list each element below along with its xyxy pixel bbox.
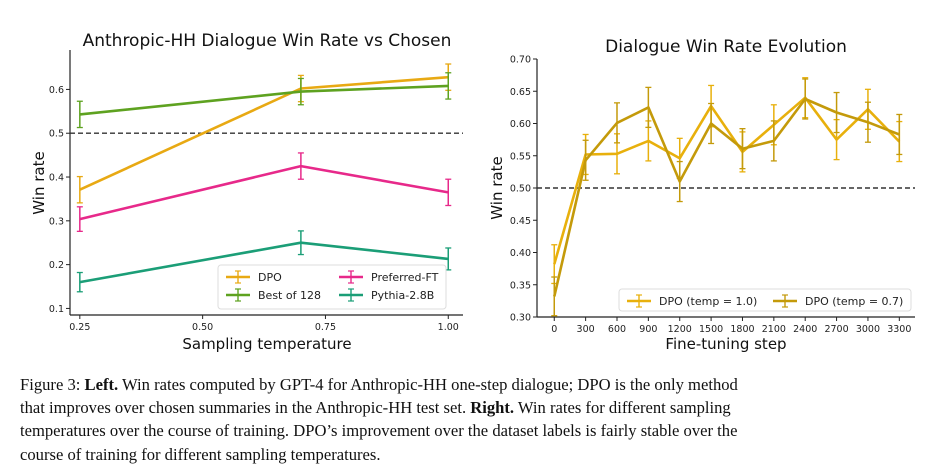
right-chart-xtick-label: 300: [577, 324, 595, 335]
legend-label: Pythia-2.8B: [371, 289, 434, 302]
right-chart-xtick-label: 2100: [762, 324, 786, 335]
left-chart-title: Anthropic-HH Dialogue Win Rate vs Chosen: [83, 31, 452, 51]
left-chart-xtick-label: 0.50: [192, 322, 213, 333]
caption-line-3: temperatures over the course of training…: [20, 421, 738, 441]
right-chart-series-dpo-temp-0-7-: [551, 78, 903, 317]
legend-item: DPO (temp = 1.0): [627, 294, 757, 308]
right-chart-ytick-label: 0.70: [510, 55, 531, 66]
legend-item: Preferred-FT: [339, 270, 439, 284]
right-chart-ytick-label: 0.45: [510, 216, 531, 227]
legend-box: [217, 264, 447, 310]
right-chart-legend: DPO (temp = 1.0) DPO (temp = 0.7): [618, 288, 912, 312]
right-chart-xtick-label: 900: [639, 324, 657, 335]
left-chart-ytick-label: 0.4: [49, 173, 64, 184]
right-chart-ylabel: Win rate: [488, 156, 506, 219]
right-chart-title: Dialogue Win Rate Evolution: [605, 37, 847, 57]
series-line: [553, 97, 900, 297]
left-chart-xtick-label: 1.00: [438, 322, 459, 333]
figure-caption: Figure 3: Left. Win rates computed by GP…: [20, 373, 935, 466]
right-chart-xlabel: Fine-tuning step: [665, 335, 786, 353]
right-chart-ytick-label: 0.40: [510, 248, 531, 259]
left-chart-series-best-of-128: [76, 72, 452, 129]
left-chart-xtick-label: 0.25: [69, 322, 90, 333]
right-chart-ytick-label: 0.35: [510, 280, 531, 291]
right-chart-ytick-label: 0.55: [510, 151, 531, 162]
left-chart: Anthropic-HH Dialogue Win Rate vs Chosen…: [30, 31, 463, 353]
right-chart-ytick-label: 0.50: [510, 184, 531, 195]
legend-item: DPO (temp = 0.7): [773, 294, 903, 308]
series-line: [79, 164, 449, 221]
left-chart-xtick-label: 0.75: [315, 322, 336, 333]
caption-line-1: Figure 3: Left. Win rates computed by GP…: [20, 373, 935, 396]
legend-label: DPO: [258, 271, 282, 284]
left-chart-ytick-label: 0.3: [49, 216, 64, 227]
legend-label: DPO (temp = 0.7): [805, 295, 903, 308]
right-chart-xtick-label: 1800: [730, 324, 754, 335]
left-chart-ytick-label: 0.1: [49, 304, 64, 315]
right-chart-ytick-label: 0.60: [510, 119, 531, 130]
caption-left-label: Left.: [84, 375, 119, 394]
caption-right-label: Right.: [470, 398, 515, 418]
right-chart-xtick-label: 1500: [699, 324, 723, 335]
series-line: [553, 96, 901, 265]
legend-item: DPO: [226, 270, 282, 284]
right-chart-xtick-label: 3300: [887, 324, 911, 335]
legend-label: Best of 128: [258, 289, 321, 302]
left-chart-ytick-label: 0.5: [49, 129, 64, 140]
right-chart-series-dpo-temp-1-0-: [551, 77, 903, 285]
figure-canvas: Anthropic-HH Dialogue Win Rate vs Chosen…: [30, 31, 915, 353]
right-chart-xtick-label: 1200: [668, 324, 692, 335]
caption-line-2: that improves over chosen summaries in t…: [20, 396, 935, 419]
right-chart-ytick-label: 0.65: [510, 87, 531, 98]
left-chart-legend: DPO Best of 128 Preferred-FT Pythia-2.8B: [217, 264, 447, 310]
legend-box: [618, 288, 912, 312]
caption-line-4: course of training for different samplin…: [20, 444, 381, 464]
left-chart-xlabel: Sampling temperature: [182, 335, 351, 353]
right-chart-xtick-label: 3000: [856, 324, 880, 335]
caption-prefix: Figure 3:: [20, 375, 85, 394]
right-chart-xtick-label: 2700: [824, 324, 848, 335]
right-chart-ytick-label: 0.30: [510, 313, 531, 324]
left-chart-series-preferred-ft: [76, 152, 452, 232]
right-chart-xtick-label: 2400: [793, 324, 817, 335]
series-line: [79, 84, 449, 116]
caption-line-2-start: that improves over chosen summaries in t…: [20, 398, 471, 418]
left-chart-ytick-label: 0.2: [49, 260, 64, 271]
legend-item: Pythia-2.8B: [339, 288, 434, 302]
left-chart-ytick-label: 0.6: [49, 85, 64, 96]
caption-line-1-text: Win rates computed by GPT-4 for Anthropi…: [118, 375, 738, 394]
legend-item: Best of 128: [226, 288, 321, 302]
right-chart-xtick-label: 0: [551, 324, 557, 335]
left-chart-ylabel: Win rate: [30, 151, 48, 214]
caption-line-2-text: Win rates for different sampling: [514, 398, 731, 418]
right-chart-xtick-label: 600: [608, 324, 626, 335]
legend-label: Preferred-FT: [371, 271, 439, 284]
legend-label: DPO (temp = 1.0): [659, 295, 757, 308]
right-chart: Dialogue Win Rate Evolution Fine-tuning …: [488, 37, 915, 353]
